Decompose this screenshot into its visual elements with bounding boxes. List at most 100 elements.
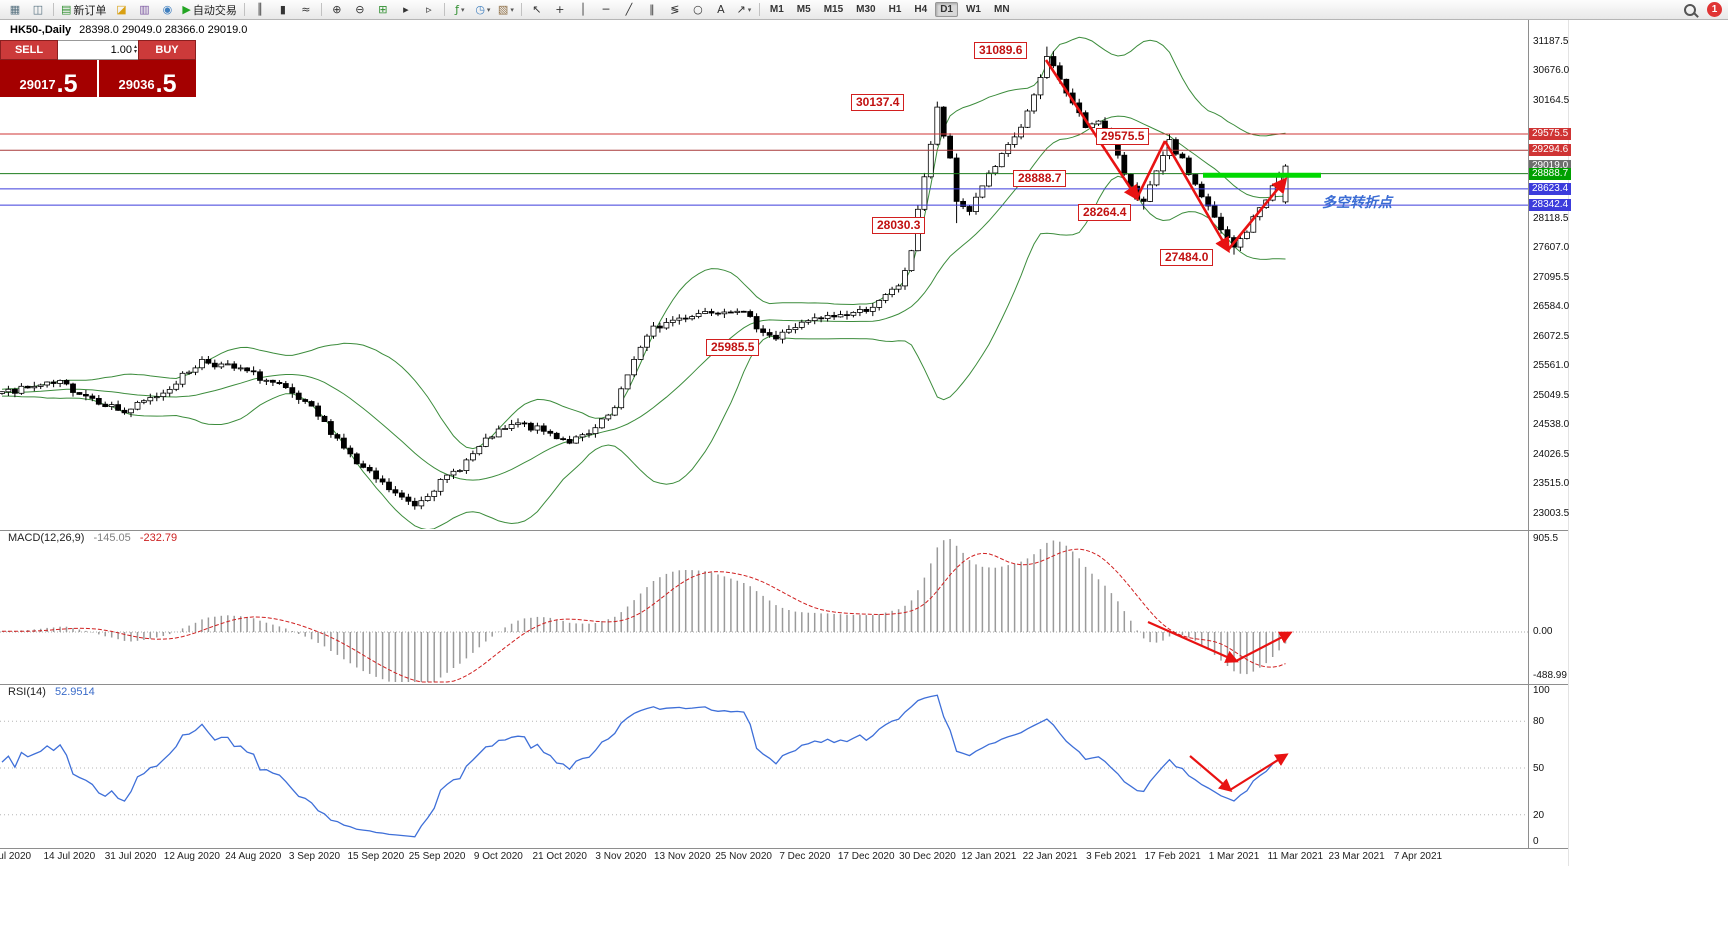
date-axis-label: 15 Sep 2020 (347, 851, 405, 862)
date-axis-label: 24 Aug 2020 (225, 851, 282, 862)
timeframe-m30[interactable]: M30 (856, 4, 876, 15)
date-axis-label: 30 Dec 2020 (899, 851, 956, 862)
zoom-out-icon[interactable]: ⊖ (349, 0, 371, 19)
auto-trading-icon: ▶ (182, 3, 191, 16)
text-icon[interactable]: A (710, 0, 732, 19)
price-annotation[interactable]: 28888.7 (1013, 170, 1067, 187)
templates-icon[interactable]: ▧ ▾ (495, 0, 517, 19)
cursor-icon[interactable]: ↖ (526, 0, 548, 19)
toolbar-separator (520, 3, 522, 16)
vertical-line-icon[interactable]: │ (572, 0, 594, 19)
macd-name: MACD(12,26,9) (8, 532, 85, 544)
toolbar: ▦ ◫ ▤ 新订单 ◪ ▥ ◉ ▶ 自动交易 ║ ▮ ≈ ⊕ ⊖ ⊞ ▸ ▹ ƒ ▾ ◷ ▾ ▧ ▾ ↖ + │ ─ ╱ ∥ ≶ ○ A ↗ ▾ M… (0, 0, 1728, 20)
price-annotation[interactable]: 30137.4 (851, 94, 905, 111)
price-annotation[interactable]: 28264.4 (1078, 204, 1132, 221)
volume-field[interactable]: 1.00 ▴ ▾ (58, 40, 138, 60)
rsi-axis-label: 0 (1533, 836, 1539, 847)
line-chart-icon[interactable]: ≈ (295, 0, 317, 19)
toolbar-right-group: 1 (1679, 0, 1724, 19)
market-watch-icon[interactable]: ▥ (133, 0, 155, 19)
price-axis-label: 25049.5 (1533, 389, 1570, 401)
equidistant-channel-icon: ∥ (649, 3, 655, 16)
one-click-trading-icon: ◪ (116, 3, 127, 16)
price-annotation[interactable]: 27484.0 (1160, 249, 1214, 266)
search-icon[interactable] (1679, 0, 1701, 19)
bull-bear-turning-point-note[interactable]: 多空转折点 (1322, 194, 1392, 210)
timeframe-d1[interactable]: D1 (935, 2, 958, 17)
trade-panel-prices: 29017 .5 29036 .5 (0, 60, 196, 97)
timeframe-mn[interactable]: MN (993, 4, 1010, 15)
crosshair-icon[interactable]: + (549, 0, 571, 19)
zoom-in-icon[interactable]: ⊕ (326, 0, 348, 19)
equidistant-channel-icon[interactable]: ∥ (641, 0, 663, 19)
price-axis-label: 25561.0 (1533, 360, 1570, 371)
indicators-icon[interactable]: ƒ ▾ (449, 0, 471, 19)
sell-button[interactable]: SELL (0, 40, 58, 60)
toolbar-separator (320, 3, 322, 16)
volume-down-button[interactable]: ▾ (133, 49, 137, 55)
timeframe-m5[interactable]: M5 (796, 4, 811, 15)
one-click-trade-panel: SELL 1.00 ▴ ▾ BUY 29017 .5 29036 .5 (0, 40, 196, 97)
date-axis-label: 17 Feb 2021 (1144, 851, 1201, 862)
timeframe-h1[interactable]: H1 (888, 4, 902, 15)
dropdown-arrow-icon: ▾ (461, 6, 465, 14)
notification-badge[interactable]: 1 (1707, 2, 1722, 17)
fibonacci-icon: ≶ (670, 3, 680, 16)
buy-price[interactable]: 29036 .5 (99, 60, 196, 97)
sell-price[interactable]: 29017 .5 (0, 60, 97, 97)
date-axis-label: 1 Mar 2021 (1208, 851, 1260, 862)
date-axis-label: 1 Jul 2020 (0, 851, 32, 862)
macd-axis-label: 905.5 (1533, 533, 1559, 544)
date-axis-label: 25 Nov 2020 (715, 851, 772, 862)
chart-window-icon: ▦ (9, 3, 21, 16)
candlesticks-icon: ▮ (279, 3, 286, 16)
price-axis-label: 24538.0 (1533, 419, 1570, 430)
auto-trading-button[interactable]: ▶ 自动交易 (179, 0, 239, 19)
rsi-value: 52.9514 (54, 686, 95, 698)
ohlc-bars-icon[interactable]: ║ (249, 0, 271, 19)
price-annotation[interactable]: 25985.5 (706, 339, 760, 356)
timeframe-m1[interactable]: M1 (769, 4, 784, 15)
fibonacci-icon[interactable]: ≶ (664, 0, 686, 19)
chart-window-icon[interactable]: ▦ (4, 0, 26, 19)
price-annotation[interactable]: 29575.5 (1096, 128, 1150, 145)
arrows-icon[interactable]: ↗ ▾ (733, 0, 755, 19)
volume-up-button[interactable]: ▴ (133, 44, 137, 50)
crosshair-icon: + (555, 3, 565, 16)
symbol-title: HK50-,Daily (10, 24, 72, 36)
toolbar-separator (443, 3, 445, 16)
one-click-trading-icon[interactable]: ◪ (110, 0, 132, 19)
trendline-icon[interactable]: ╱ (618, 0, 640, 19)
price-axis-label: 30676.0 (1533, 65, 1570, 76)
chart-shift-icon: ▹ (426, 3, 432, 16)
magnifier-glass-icon (1684, 3, 1696, 16)
macd-indicator-label: MACD(12,26,9) -145.05 -232.79 (8, 532, 177, 544)
tile-windows-icon[interactable]: ⊞ (372, 0, 394, 19)
arrows-icon: ↗ (736, 3, 746, 16)
candlesticks-icon[interactable]: ▮ (272, 0, 294, 19)
timeframe-w1[interactable]: W1 (965, 4, 981, 15)
timeframe-h4[interactable]: H4 (914, 4, 928, 15)
profile-charts-icon[interactable]: ◫ (27, 0, 49, 19)
chart-shift-icon[interactable]: ▹ (418, 0, 440, 19)
horizontal-line-icon[interactable]: ─ (595, 0, 617, 19)
price-annotation[interactable]: 31089.6 (974, 42, 1028, 59)
price-annotation[interactable]: 28030.3 (872, 217, 926, 234)
periods-icon[interactable]: ◷ ▾ (472, 0, 494, 19)
buy-button[interactable]: BUY (138, 40, 196, 60)
new-order-button-label: 新订单 (73, 4, 107, 17)
shapes-icon[interactable]: ○ (687, 0, 709, 19)
timeframe-m15[interactable]: M15 (823, 4, 844, 15)
price-badge: 28888.7 (1529, 167, 1572, 180)
dropdown-arrow-icon: ▾ (486, 6, 491, 14)
date-axis-label: 12 Aug 2020 (163, 851, 220, 862)
auto-scroll-icon[interactable]: ▸ (395, 0, 417, 19)
new-order-button[interactable]: ▤ 新订单 (58, 0, 109, 19)
periods-icon: ◷ (475, 3, 485, 16)
line-chart-icon: ≈ (301, 3, 311, 16)
data-window-icon[interactable]: ◉ (156, 0, 178, 19)
vertical-line-icon: │ (579, 3, 587, 16)
sell-price-int: 29017 (19, 77, 56, 92)
dropdown-arrow-icon: ▾ (510, 6, 514, 14)
